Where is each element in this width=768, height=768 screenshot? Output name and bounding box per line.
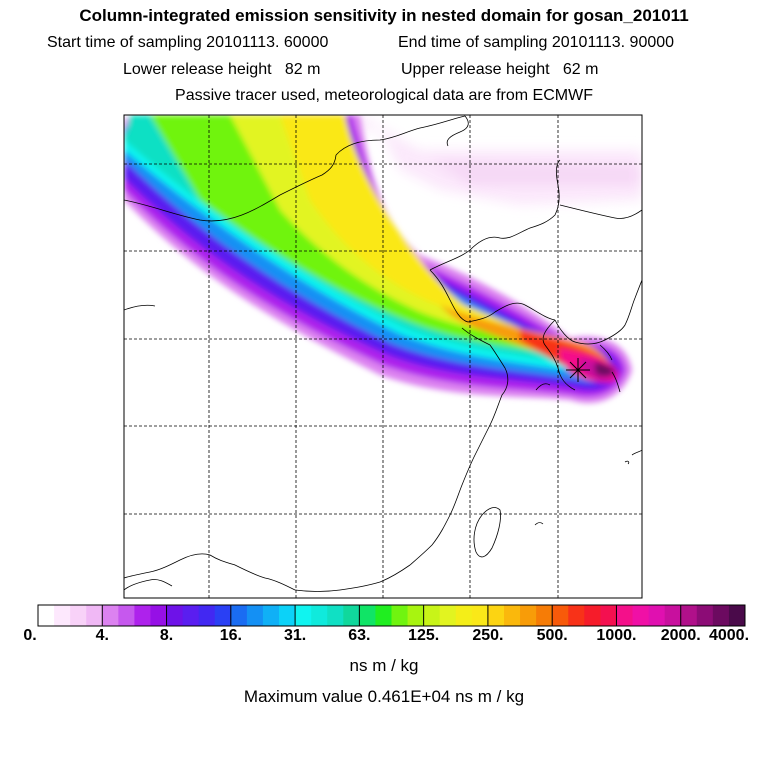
colorbar-cell [262,605,280,626]
colorbar-cell [487,605,505,626]
start-time-label: Start time of sampling 20101113. 60000 [47,34,329,51]
colorbar-cell [54,605,71,626]
colorbar-cell [279,605,296,626]
colorbar-cell [118,605,135,626]
maximum-value: Maximum value 0.461E+04 ns m / kg [243,687,525,706]
map-frame [123,114,643,599]
tracer-note: Passive tracer used, meteorological data… [175,87,593,104]
colorbar-tick-label: 63. [348,627,371,644]
colorbar-cell [600,605,617,626]
release-point-marker [566,358,590,382]
colorbar-cell [584,605,601,626]
colorbar-cell [182,605,200,626]
colorbar-tick-label: 1000. [596,627,637,644]
colorbar-tick-label: 4000. [708,627,750,644]
plume-faint-layer [124,115,642,205]
colorbar-units: ns m / kg [349,656,419,675]
colorbar-cell [439,605,457,626]
colorbar-cell [86,605,103,626]
colorbar-cell [520,605,537,626]
colorbar-cell [471,605,489,626]
colorbar-cell [102,605,119,626]
colorbar-cell [327,605,344,626]
coastlines [124,115,642,592]
colorbar-tick-label: 500. [536,627,568,644]
colorbar-cell [150,605,168,626]
colorbar-frame [37,604,746,627]
colorbar-cell [407,605,425,626]
colorbar-cell [391,605,409,626]
lower-release-label: Lower release height 82 m [123,61,321,78]
colorbar-cell [214,605,232,626]
colorbar-tick-label: 2000. [660,627,701,644]
colorbar-cell [38,605,55,626]
colorbar-cell [632,605,650,626]
colorbar-cell [680,605,698,626]
colorbar-tick-label: 31. [283,627,307,644]
colorbar-cell [246,605,264,626]
colorbar-cell [455,605,473,626]
colorbar-cell [166,605,184,626]
colorbar-cell [536,605,553,626]
upper-release-label: Upper release height 62 m [401,61,599,78]
colorbar-cell [696,605,714,626]
colorbar-cell [295,605,312,626]
plot-title: Column-integrated emission sensitivity i… [79,6,689,25]
colorbar-tick-label: 8. [159,627,174,644]
colorbar-cell [198,605,216,626]
colorbar-cell [375,605,392,626]
plume-layers [124,115,632,404]
colorbar-cell [664,605,682,626]
colorbar-cell [311,605,328,626]
colorbar-cell [70,605,87,626]
colorbar-tick-label: 250. [472,627,504,644]
colorbar-tick-label: 4. [95,627,109,644]
colorbar-cell [552,605,569,626]
colorbar-cell [423,605,441,626]
colorbar-cell [343,605,360,626]
colorbar-cell [728,605,746,626]
colorbar-tick-label: 16. [219,627,242,644]
colorbar-cell [712,605,730,626]
colorbar-tick-label: 0. [23,627,37,644]
colorbar-cell [134,605,151,626]
colorbar-cell [230,605,248,626]
colorbar-cell [648,605,666,626]
colorbar-cell [503,605,521,626]
colorbar-cell [568,605,585,626]
colorbar-cell [616,605,634,626]
lat-lon-grid [124,115,642,598]
end-time-label: End time of sampling 20101113. 90000 [398,34,675,51]
colorbar-tick-label: 125. [408,627,440,644]
colorbar-cell [359,605,376,626]
